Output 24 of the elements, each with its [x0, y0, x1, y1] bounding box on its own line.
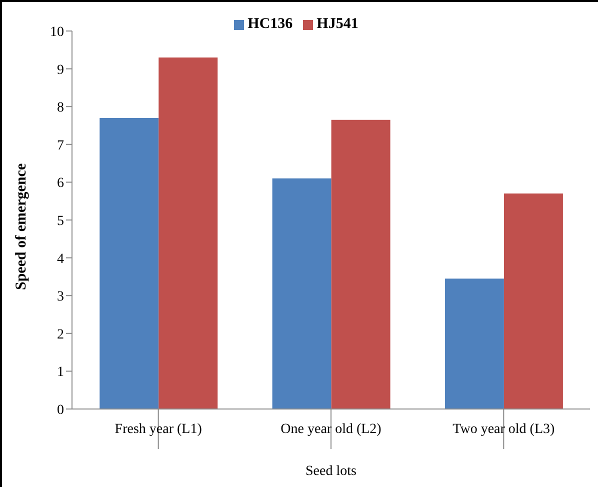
y-tick-label: 10	[50, 24, 64, 40]
y-tick-label: 7	[57, 138, 64, 154]
bar	[331, 120, 390, 409]
y-axis-title: Speed of emergence	[13, 163, 30, 290]
bar	[444, 278, 504, 409]
bar	[158, 57, 218, 409]
y-tick-label: 5	[57, 214, 64, 229]
y-tick-label: 0	[57, 402, 64, 418]
x-tick-label: One year old (L2)	[280, 422, 382, 437]
bar	[100, 118, 159, 409]
y-tick-label: 3	[57, 290, 64, 305]
legend-label: HC136	[248, 16, 293, 32]
y-tick-label: 9	[57, 62, 64, 78]
y-tick-label: 6	[57, 176, 64, 192]
x-tick-label: Fresh year (L1)	[114, 422, 202, 437]
bar	[504, 194, 563, 409]
bar	[272, 178, 332, 409]
x-tick-label: Two year old (L3)	[452, 422, 556, 437]
y-tick-label: 8	[57, 100, 64, 116]
x-axis-title: Seed lots	[306, 464, 356, 479]
y-tick-label: 2	[57, 327, 64, 342]
y-tick-label: 1	[57, 365, 64, 380]
legend-label: HJ541	[316, 16, 358, 32]
y-tick-label: 4	[57, 252, 64, 267]
